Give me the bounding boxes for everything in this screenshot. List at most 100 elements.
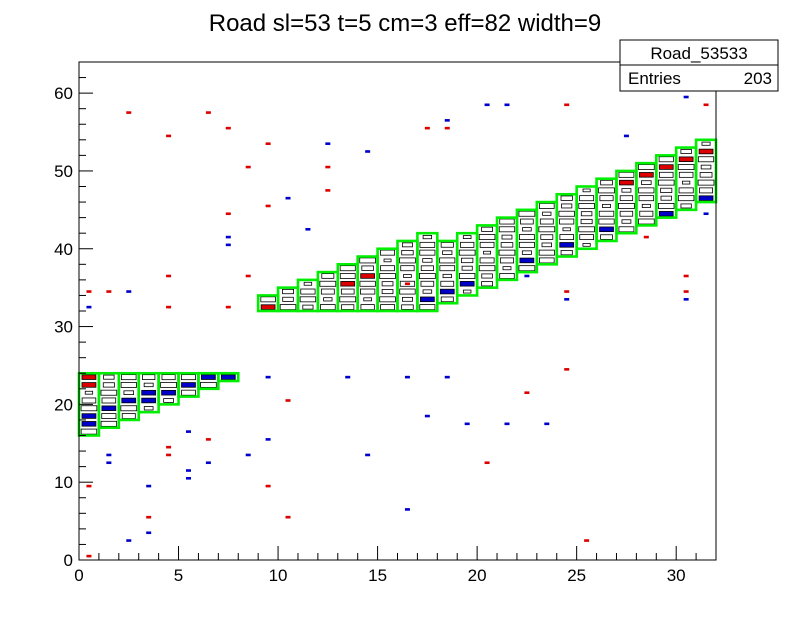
data-cell [538,226,556,233]
red-hit [265,204,271,208]
red-hit [225,305,231,309]
data-cell [499,218,515,225]
data-cell [699,187,713,194]
data-cell [163,398,174,403]
data-cell [678,187,694,194]
data-cell [618,203,635,209]
data-cell [697,179,715,186]
data-cell [302,304,314,310]
data-cell [619,179,634,186]
road-bin [117,371,141,422]
blue-hit [305,227,311,231]
data-cell [381,289,394,295]
data-cell [678,156,694,162]
data-cell [598,218,615,225]
x-tick-label: 25 [567,566,586,585]
blue-hit [504,103,510,107]
data-cell [599,226,614,233]
blue-hit [205,461,211,465]
data-cell [440,242,454,248]
blue-hit [544,422,550,426]
data-cell [458,249,476,256]
data-cell [638,172,654,178]
data-cell [478,265,496,272]
data-cell [360,304,375,311]
red-hit [564,368,570,371]
data-cell [299,296,317,303]
data-cell [419,241,436,248]
blue-hit [365,150,371,153]
blue-hit [703,212,709,216]
data-cell [462,289,472,294]
data-cell [340,288,355,295]
data-cell [700,164,712,170]
data-cell [300,288,316,295]
data-cell [422,289,433,294]
data-cell [121,397,137,404]
data-cell [440,296,454,303]
data-cell [402,296,413,302]
data-cell [580,211,593,217]
data-cell [578,226,595,233]
data-cell [621,188,632,193]
data-cell [102,382,115,388]
data-cell [80,405,98,412]
blue-hit [404,375,410,379]
data-cell [599,195,614,202]
data-cell [442,250,453,255]
red-hit [86,484,92,488]
data-cell [100,420,118,427]
data-cell [101,405,117,411]
data-cell [339,273,356,279]
data-cell [321,273,335,279]
red-hit [584,539,590,542]
data-cell [682,180,691,185]
red-hit [524,391,530,395]
data-cell [461,265,473,271]
data-cell [481,281,494,287]
red-hit [404,282,410,286]
data-cell [658,210,674,217]
data-cell [120,405,138,412]
red-hit [444,126,450,130]
data-cell [539,203,555,209]
data-cell [582,243,591,247]
data-cell [619,195,634,202]
red-hit [126,111,132,114]
y-tick-label: 50 [54,162,73,181]
red-hit [166,134,172,138]
blue-hit [265,438,271,441]
data-cell [419,249,436,256]
red-hit [166,453,172,457]
data-cell [519,234,535,241]
data-cell [522,227,532,232]
blue-hit [404,508,410,511]
data-cell [320,288,335,295]
red-hit [225,212,231,216]
blue-hit [185,430,191,433]
blue-hit [345,375,351,379]
data-cell [419,273,436,279]
data-cell [579,195,595,202]
data-cell [499,257,515,264]
data-cell [359,257,376,264]
data-cell [538,249,555,256]
data-cell [282,296,294,302]
y-tick-label: 30 [54,318,73,337]
data-cell [379,273,396,279]
data-cell [201,374,216,380]
data-cell [699,172,713,178]
x-tick-label: 20 [468,566,487,585]
data-cell [320,304,336,311]
x-tick-label: 0 [74,566,83,585]
data-cell [483,250,492,255]
data-cell [637,218,655,225]
red-hit [325,189,331,192]
y-tick-label: 0 [64,551,73,570]
data-cell [81,413,97,419]
data-cell [542,211,552,216]
data-cell [101,397,117,404]
blue-hit [564,298,570,301]
blue-hit [444,375,450,379]
